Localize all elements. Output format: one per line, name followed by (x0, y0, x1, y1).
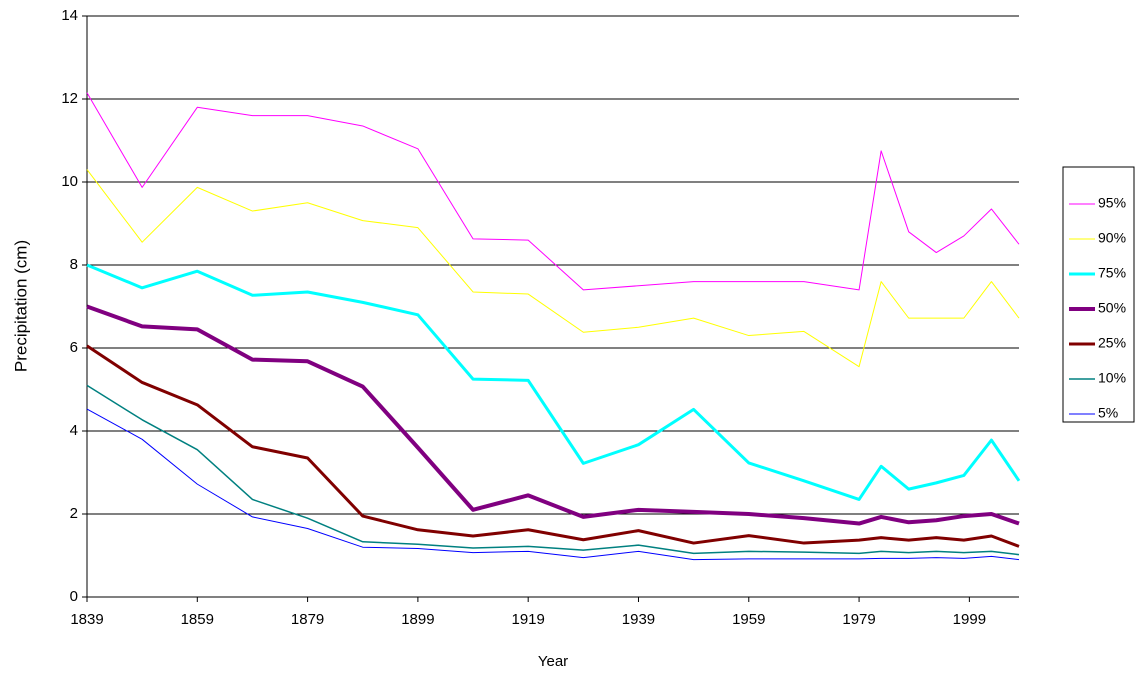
x-tick-label: 1879 (291, 611, 324, 628)
series-line (86, 384, 1020, 556)
x-tick-label: 1839 (70, 611, 103, 628)
legend-label: 25% (1098, 335, 1126, 351)
y-tick-label: 14 (61, 7, 78, 24)
x-tick-label: 1919 (511, 611, 544, 628)
series-line (86, 263, 1021, 501)
y-tick-label: 0 (70, 588, 78, 605)
y-tick-label: 6 (70, 339, 78, 356)
legend-label: 50% (1098, 300, 1126, 316)
legend-label: 10% (1098, 370, 1126, 386)
y-tick-label: 4 (70, 422, 78, 439)
y-tick-label: 10 (61, 173, 78, 190)
x-tick-label: 1959 (732, 611, 765, 628)
legend-label: 90% (1098, 230, 1126, 246)
x-tick-label: 1859 (181, 611, 214, 628)
y-axis-label: Precipitation (cm) (11, 240, 30, 372)
legend-label: 5% (1098, 405, 1118, 421)
y-tick-label: 8 (70, 256, 78, 273)
legend-label: 75% (1098, 265, 1126, 281)
x-tick-label: 1899 (401, 611, 434, 628)
y-tick-label: 2 (70, 505, 78, 522)
x-tick-label: 1979 (842, 611, 875, 628)
y-tick-label: 12 (61, 90, 78, 107)
series-line (86, 169, 1020, 368)
x-tick-label: 1939 (622, 611, 655, 628)
series-line (86, 304, 1020, 526)
legend-label: 95% (1098, 195, 1126, 211)
series-line (86, 344, 1020, 548)
x-axis-label: Year (538, 653, 568, 670)
series-line (86, 92, 1020, 291)
series-line (86, 408, 1020, 561)
x-tick-label: 1999 (953, 611, 986, 628)
